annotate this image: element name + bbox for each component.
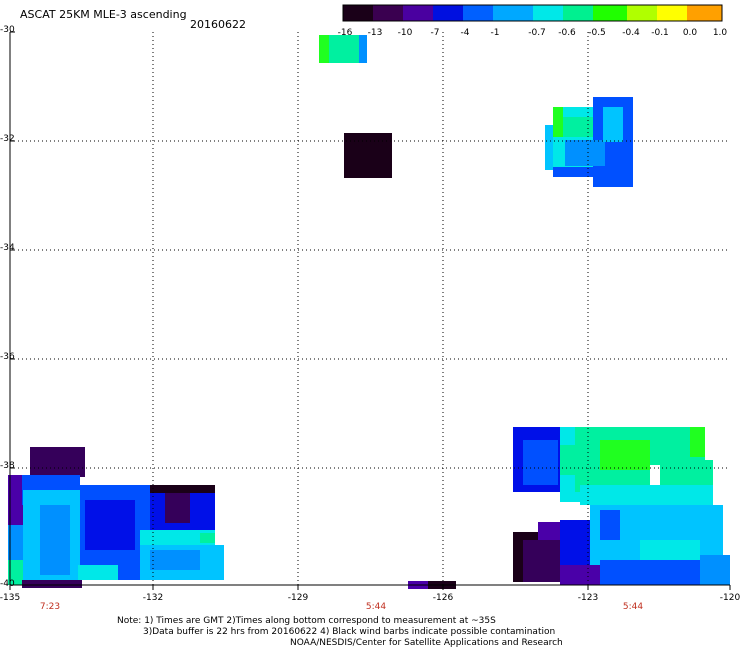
data-cell (359, 35, 367, 63)
data-cell (319, 35, 329, 63)
data-cell (600, 440, 650, 470)
colorbar-swatch (493, 5, 533, 21)
data-cell (165, 493, 190, 523)
map-date: 20160622 (190, 18, 246, 31)
colorbar-tick: 0.0 (682, 28, 698, 38)
lon-label: -120 (719, 593, 740, 603)
colorbar-tick: -7 (430, 28, 440, 38)
data-cell (40, 505, 70, 575)
data-cell (523, 440, 558, 485)
data-cell (200, 533, 215, 543)
data-cell (140, 530, 215, 545)
data-cell (8, 560, 23, 585)
data-cell (30, 447, 85, 477)
colorbar-swatch (657, 5, 687, 21)
colorbar-swatch (343, 5, 373, 21)
data-cell (603, 107, 623, 142)
data-cell (523, 540, 563, 582)
lon-label: -126 (432, 593, 454, 603)
data-cell (600, 510, 620, 540)
lat-label: -40 (0, 579, 15, 589)
colorbar-swatch (593, 5, 627, 21)
colorbar-swatch (627, 5, 657, 21)
lat-label: -30 (0, 25, 15, 35)
colorbar-tick: -0.1 (651, 28, 669, 38)
colorbar-swatch (403, 5, 433, 21)
colorbar-tick: -4 (460, 28, 470, 38)
data-cell (690, 427, 705, 457)
colorbar-tick: 1.0 (712, 28, 728, 38)
colorbar-tick: -1 (490, 28, 500, 38)
footer-note-line2: 3)Data buffer is 22 hrs from 20160622 4)… (143, 627, 556, 637)
lat-label: -32 (0, 134, 15, 144)
data-cell (22, 580, 82, 588)
data-cell (553, 107, 563, 137)
colorbar-swatch (533, 5, 563, 21)
data-cell (150, 485, 215, 493)
colorbar-tick: -0.4 (622, 28, 640, 38)
data-cell (553, 167, 593, 177)
data-cell (700, 555, 730, 585)
colorbar-tick: -10 (397, 28, 413, 38)
data-cell (78, 565, 118, 580)
lat-label: -38 (0, 461, 15, 471)
lon-label: -135 (0, 593, 21, 603)
time-label: 7:23 (39, 602, 61, 612)
data-cell (329, 35, 359, 63)
data-cell (560, 565, 600, 585)
lon-label: -123 (577, 593, 599, 603)
colorbar-swatch (373, 5, 403, 21)
data-cell (580, 485, 713, 505)
colorbar-swatch (463, 5, 493, 21)
colorbar-tick: -0.7 (528, 28, 546, 38)
colorbar-tick: -0.5 (588, 28, 606, 38)
time-label: 5:44 (622, 602, 644, 612)
time-label: 5:44 (365, 602, 387, 612)
data-cell (560, 445, 600, 475)
colorbar-frame (342, 4, 723, 22)
data-cell (563, 117, 593, 137)
colorbar-tick: -0.6 (558, 28, 576, 38)
lon-label: -132 (142, 593, 164, 603)
data-cell (344, 133, 392, 178)
lon-label: -129 (287, 593, 309, 603)
colorbar-tick: -16 (337, 28, 353, 38)
data-cell (85, 500, 135, 550)
colorbar-swatch (687, 5, 722, 21)
footer-note-line3: NOAA/NESDIS/Center for Satellite Applica… (290, 638, 563, 648)
colorbar-swatch (433, 5, 463, 21)
colorbar-swatch (563, 5, 593, 21)
footer-note-line1: Note: 1) Times are GMT 2)Times along bot… (117, 616, 496, 626)
lat-label: -36 (0, 352, 15, 362)
data-cell (565, 140, 605, 166)
colorbar-tick: -13 (367, 28, 383, 38)
lat-label: -34 (0, 243, 15, 253)
data-cell (150, 550, 200, 570)
map-title: ASCAT 25KM MLE-3 ascending (20, 8, 187, 21)
